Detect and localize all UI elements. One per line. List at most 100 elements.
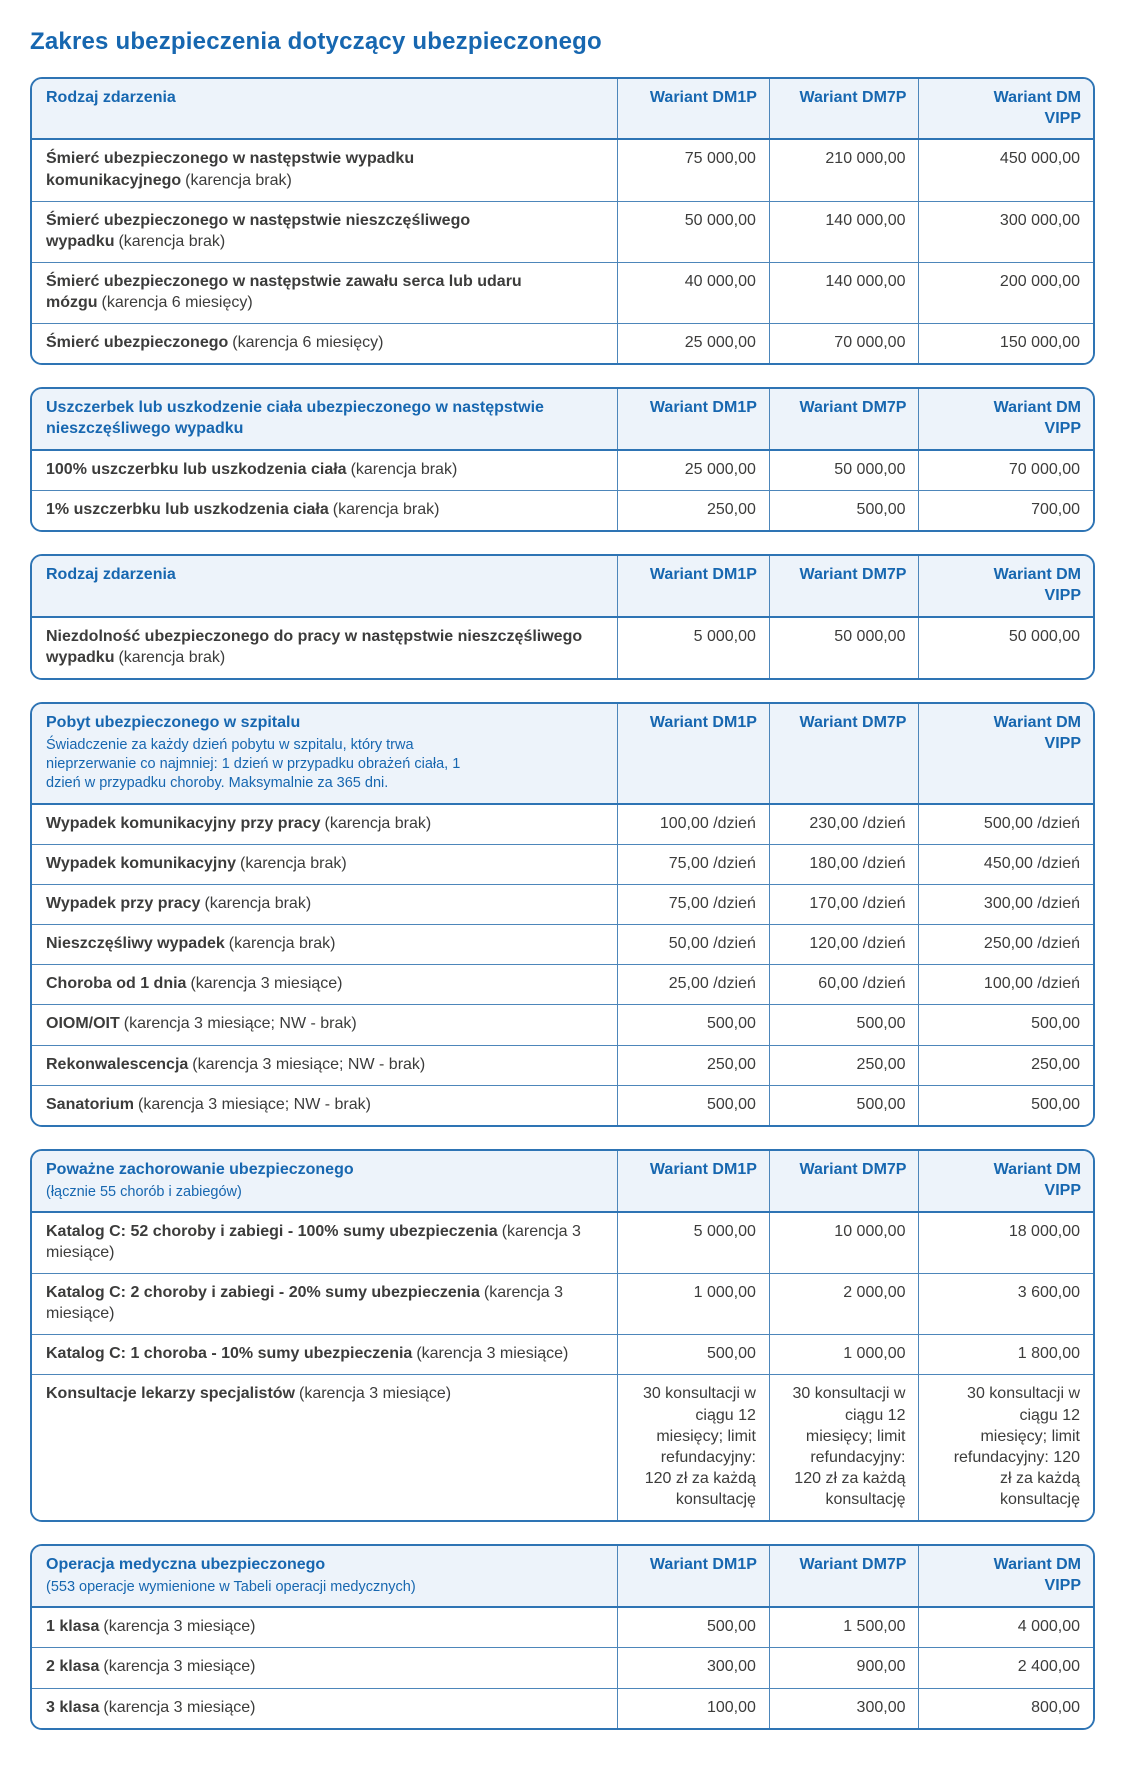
table-title: Uszczerbek lub uszkodzenie ciała ubezpie… — [46, 399, 544, 437]
value-text: 170,00 /dzień — [809, 895, 906, 913]
table-row: 2 klasa (karencja 3 miesiące) 300,00 900,… — [32, 1647, 1093, 1689]
row-label: Nieszczęśliwy wypadek (karencja brak) — [32, 924, 618, 965]
value-text: 100,00 — [706, 1698, 756, 1716]
value-text: 700,00 — [1031, 500, 1080, 518]
value-dmvipp: 2 400,00 — [918, 1647, 1093, 1689]
value-dm7p: 2 000,00 — [768, 1273, 919, 1335]
value-dm1p: 30 konsultacji w ciągu 12 miesięcy; limi… — [617, 1374, 770, 1521]
row-label-note: (karencja brak) — [118, 648, 226, 666]
value-dm7p: 10 000,00 — [768, 1211, 919, 1274]
value-text: 3 600,00 — [1017, 1284, 1080, 1302]
row-label-main: Katalog C: 52 choroby i zabiegi - 100% s… — [46, 1222, 498, 1240]
value-dmvipp: 300,00 /dzień — [918, 884, 1093, 925]
row-label: 1 klasa (karencja 3 miesiące) — [32, 1607, 618, 1648]
value-text: 180,00 /dzień — [809, 854, 906, 872]
value-dmvipp: 200 000,00 — [918, 261, 1093, 324]
value-text: 30 konsultacji w ciągu 12 miesięcy; limi… — [953, 1385, 1080, 1509]
row-label-main: Konsultacje lekarzy specjalistów — [46, 1385, 295, 1403]
value-dmvipp: 100,00 /dzień — [918, 964, 1093, 1005]
value-text: 500,00 — [856, 500, 906, 518]
column-header-dm1p: Wariant DM1P — [617, 703, 770, 805]
value-dm1p: 75 000,00 — [617, 139, 770, 202]
row-label: 3 klasa (karencja 3 miesiące) — [32, 1687, 618, 1728]
table-row: Konsultacje lekarzy specjalistów (karencj… — [32, 1374, 1093, 1521]
value-dm1p: 500,00 — [617, 1607, 770, 1648]
value-text: 5 000,00 — [693, 1222, 756, 1240]
column-header-label: Wariant DM VIPP — [993, 399, 1081, 437]
table-row: OIOM/OIT (karencja 3 miesiące; NW - brak)… — [32, 1004, 1093, 1045]
value-text: 25,00 /dzień — [668, 975, 756, 993]
table-row: Śmierć ubezpieczonego (karencja 6 miesięc… — [32, 323, 1093, 364]
table-row: 1% uszczerbku lub uszkodzenia ciała (kare… — [32, 489, 1093, 530]
row-label-main: 1 klasa — [46, 1618, 100, 1636]
table-subtitle: Świadczenie za każdy dzień pobytu w szpi… — [46, 736, 461, 792]
value-text: 1 000,00 — [693, 1284, 756, 1302]
column-header-label: Wariant DM1P — [649, 713, 757, 731]
table-subtitle: (553 operacje wymienione w Tabeli operac… — [46, 1578, 416, 1595]
value-dmvipp: 800,00 — [918, 1687, 1093, 1728]
table-row: Śmierć ubezpieczonego w następstwie wypa… — [32, 139, 1093, 202]
value-text: 210 000,00 — [825, 150, 906, 168]
value-text: 500,00 /dzień — [983, 814, 1080, 832]
value-dm7p: 140 000,00 — [768, 261, 919, 324]
table-row: Śmierć ubezpieczonego w następstwie zawa… — [32, 261, 1093, 324]
column-header-label: Wariant DM1P — [649, 565, 757, 583]
table-row: Śmierć ubezpieczonego w następstwie nies… — [32, 200, 1093, 263]
header-row: Pobyt ubezpieczonego w szpitalu Świadcze… — [32, 703, 1093, 805]
value-text: 300 000,00 — [999, 211, 1080, 229]
value-dmvipp: 50 000,00 — [918, 616, 1093, 678]
value-dm1p: 1 000,00 — [617, 1273, 770, 1335]
row-label-note: (karencja 3 miesiące) — [299, 1385, 452, 1403]
value-text: 230,00 /dzień — [809, 814, 906, 832]
column-header-label: Wariant DM VIPP — [993, 1160, 1081, 1199]
value-text: 300,00 /dzień — [983, 895, 1080, 913]
column-header-label: Wariant DM VIPP — [993, 1556, 1081, 1594]
row-label: Śmierć ubezpieczonego w następstwie zawa… — [32, 261, 618, 324]
value-text: 2 400,00 — [1017, 1658, 1080, 1676]
row-label-note: (karencja 3 miesiące) — [46, 1284, 564, 1323]
row-label: 1% uszczerbku lub uszkodzenia ciała (kare… — [32, 489, 618, 530]
value-text: 75 000,00 — [684, 150, 756, 168]
value-dmvipp: 1 800,00 — [918, 1334, 1093, 1375]
value-text: 120,00 /dzień — [809, 935, 906, 953]
column-header-dm1p: Wariant DM1P — [617, 1546, 770, 1609]
value-text: 10 000,00 — [834, 1222, 906, 1240]
coverage-table-injury: Uszczerbek lub uszkodzenie ciała ubezpie… — [30, 387, 1095, 532]
table-header-title: Operacja medyczna ubezpieczonego (553 op… — [32, 1546, 618, 1609]
column-header-label: Wariant DM7P — [799, 1160, 907, 1178]
column-header-dm7p: Wariant DM7P — [768, 555, 919, 618]
row-label: 2 klasa (karencja 3 miesiące) — [32, 1647, 618, 1689]
value-dmvipp: 500,00 — [918, 1084, 1093, 1125]
column-header-label: Wariant DM7P — [799, 565, 907, 583]
value-dm7p: 210 000,00 — [768, 139, 919, 202]
row-label: Wypadek komunikacyjny przy pracy (karencj… — [32, 803, 618, 845]
value-dm1p: 5 000,00 — [617, 616, 770, 678]
table-row: 100% uszczerbku lub uszkodzenia ciała (ka… — [32, 449, 1093, 491]
value-dm7p: 1 500,00 — [768, 1607, 919, 1648]
table-row: Rekonwalescencja (karencja 3 miesiące; NW… — [32, 1044, 1093, 1086]
value-text: 250,00 /dzień — [983, 935, 1080, 953]
row-label-main: Śmierć ubezpieczonego w następstwie wypa… — [46, 150, 415, 189]
value-dm1p: 25 000,00 — [617, 323, 770, 364]
value-dmvipp: 500,00 — [918, 1004, 1093, 1045]
table-row: Nieszczęśliwy wypadek (karencja brak) 50,… — [32, 924, 1093, 965]
value-text: 500,00 — [706, 1618, 756, 1636]
value-dm1p: 5 000,00 — [617, 1211, 770, 1274]
coverage-table-death: Rodzaj zdarzenia Wariant DM1P Wariant DM… — [30, 76, 1095, 366]
value-text: 1 000,00 — [843, 1345, 906, 1363]
row-label: Wypadek komunikacyjny (karencja brak) — [32, 843, 618, 885]
value-dm1p: 100,00 /dzień — [617, 803, 770, 845]
value-text: 25 000,00 — [684, 334, 756, 352]
value-dm7p: 500,00 — [768, 1004, 919, 1045]
column-header-dm7p: Wariant DM7P — [768, 703, 919, 805]
value-text: 75,00 /dzień — [668, 854, 756, 872]
table-row: Wypadek komunikacyjny (karencja brak) 75,… — [32, 843, 1093, 885]
value-dm1p: 75,00 /dzień — [617, 884, 770, 925]
value-dm1p: 500,00 — [617, 1004, 770, 1045]
row-label: Katalog C: 1 choroba - 10% sumy ubezpiec… — [32, 1334, 618, 1375]
coverage-table-hospital: Pobyt ubezpieczonego w szpitalu Świadcze… — [30, 701, 1095, 1127]
value-dmvipp: 3 600,00 — [918, 1273, 1093, 1335]
column-header-label: Wariant DM7P — [799, 399, 907, 417]
value-text: 2 000,00 — [843, 1284, 906, 1302]
